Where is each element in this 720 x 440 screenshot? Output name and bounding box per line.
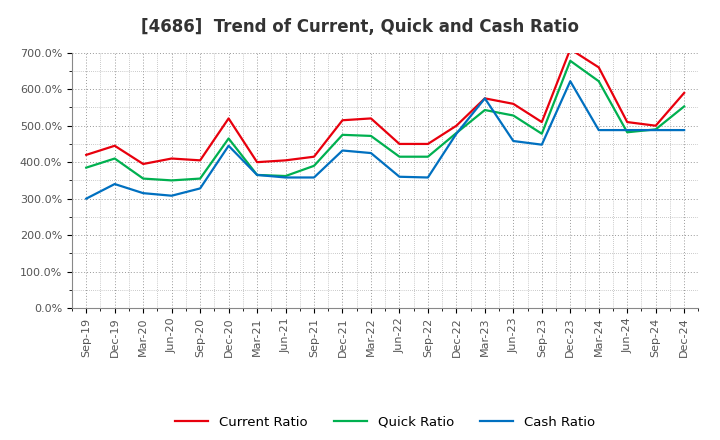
Cash Ratio [509, 139, 518, 144]
Quick Ratio [452, 130, 461, 136]
Quick Ratio [566, 58, 575, 63]
Current Ratio [225, 116, 233, 121]
Cash Ratio [338, 148, 347, 153]
Current Ratio [423, 141, 432, 147]
Current Ratio [595, 65, 603, 70]
Current Ratio [680, 90, 688, 95]
Current Ratio [509, 101, 518, 106]
Quick Ratio [623, 130, 631, 135]
Quick Ratio [480, 107, 489, 113]
Cash Ratio [566, 79, 575, 84]
Quick Ratio [196, 176, 204, 181]
Cash Ratio [110, 181, 119, 187]
Current Ratio [623, 119, 631, 125]
Legend: Current Ratio, Quick Ratio, Cash Ratio: Current Ratio, Quick Ratio, Cash Ratio [170, 411, 600, 434]
Current Ratio [537, 119, 546, 125]
Quick Ratio [595, 79, 603, 84]
Quick Ratio [509, 113, 518, 118]
Current Ratio [310, 154, 318, 159]
Cash Ratio [366, 150, 375, 156]
Quick Ratio [423, 154, 432, 159]
Current Ratio [139, 161, 148, 167]
Quick Ratio [680, 104, 688, 109]
Quick Ratio [167, 178, 176, 183]
Current Ratio [253, 160, 261, 165]
Current Ratio [566, 47, 575, 52]
Current Ratio [167, 156, 176, 161]
Cash Ratio [623, 128, 631, 133]
Cash Ratio [139, 191, 148, 196]
Cash Ratio [680, 128, 688, 133]
Cash Ratio [167, 193, 176, 198]
Cash Ratio [395, 174, 404, 180]
Quick Ratio [82, 165, 91, 170]
Quick Ratio [395, 154, 404, 159]
Current Ratio [110, 143, 119, 148]
Quick Ratio [366, 133, 375, 139]
Quick Ratio [310, 163, 318, 169]
Quick Ratio [253, 172, 261, 178]
Quick Ratio [225, 136, 233, 141]
Cash Ratio [595, 128, 603, 133]
Current Ratio [196, 158, 204, 163]
Text: [4686]  Trend of Current, Quick and Cash Ratio: [4686] Trend of Current, Quick and Cash … [141, 18, 579, 36]
Line: Quick Ratio: Quick Ratio [86, 61, 684, 180]
Current Ratio [282, 158, 290, 163]
Line: Cash Ratio: Cash Ratio [86, 81, 684, 198]
Line: Current Ratio: Current Ratio [86, 49, 684, 164]
Quick Ratio [110, 156, 119, 161]
Cash Ratio [82, 196, 91, 201]
Cash Ratio [225, 143, 233, 148]
Cash Ratio [310, 175, 318, 180]
Current Ratio [452, 123, 461, 128]
Cash Ratio [423, 175, 432, 180]
Current Ratio [338, 117, 347, 123]
Cash Ratio [652, 128, 660, 133]
Current Ratio [652, 123, 660, 128]
Cash Ratio [253, 172, 261, 178]
Quick Ratio [338, 132, 347, 137]
Quick Ratio [139, 176, 148, 181]
Current Ratio [480, 96, 489, 101]
Quick Ratio [537, 131, 546, 136]
Quick Ratio [282, 173, 290, 179]
Cash Ratio [537, 142, 546, 147]
Current Ratio [82, 152, 91, 158]
Cash Ratio [452, 131, 461, 136]
Cash Ratio [196, 186, 204, 191]
Current Ratio [395, 141, 404, 147]
Quick Ratio [652, 127, 660, 132]
Current Ratio [366, 116, 375, 121]
Cash Ratio [282, 175, 290, 180]
Cash Ratio [480, 96, 489, 101]
